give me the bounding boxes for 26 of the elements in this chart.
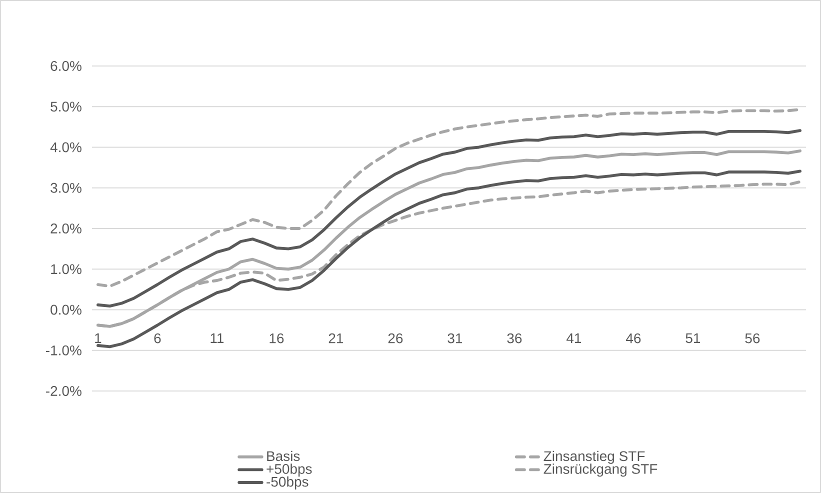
y-tick-label: -2.0% <box>46 386 82 396</box>
legend-label: Zinsanstieg STF <box>544 450 645 464</box>
x-tick-label: 26 <box>388 333 403 344</box>
y-tick-label: 2.0% <box>50 224 82 234</box>
x-tick-label: 56 <box>745 333 760 344</box>
legend-label: Zinsrückgang STF <box>544 464 658 477</box>
y-tick-label: -1.0% <box>46 345 82 356</box>
x-tick-label: 41 <box>566 333 582 343</box>
x-tick-label: 51 <box>686 333 700 344</box>
x-tick-label: 31 <box>448 333 462 344</box>
x-tick-label: 36 <box>507 333 522 344</box>
x-tick-label: 6 <box>154 333 161 344</box>
legend-label: -50bps <box>266 476 308 490</box>
x-tick-label: 46 <box>626 333 641 344</box>
x-tick-label: 11 <box>210 333 224 343</box>
y-tick-label: 6.0% <box>50 61 82 71</box>
y-tick-label: 5.0% <box>50 102 82 112</box>
y-tick-label: 0.0% <box>50 304 82 315</box>
legend-label: Basis <box>267 450 300 462</box>
y-tick-label: 4.0% <box>50 142 82 152</box>
y-tick-label: 1.0% <box>51 264 82 274</box>
x-tick-label: 16 <box>270 333 284 344</box>
legend-label: +50bps <box>266 464 312 477</box>
x-tick-label: 21 <box>328 333 344 344</box>
y-tick-label: 3.0% <box>50 182 82 193</box>
x-tick-label: 1 <box>95 333 102 343</box>
